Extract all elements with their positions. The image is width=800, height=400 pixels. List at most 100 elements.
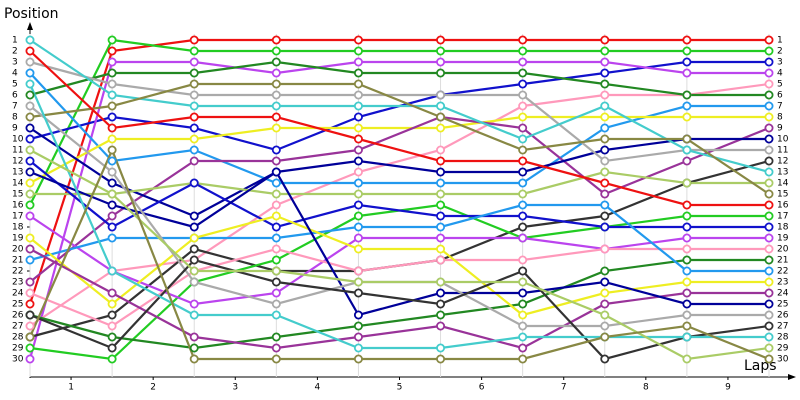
point <box>764 101 774 111</box>
point <box>107 178 117 188</box>
point <box>682 299 692 309</box>
point <box>25 134 35 144</box>
point <box>764 57 774 67</box>
point <box>353 46 363 56</box>
y-tick-label: 18 <box>12 223 24 233</box>
point <box>518 288 528 298</box>
point <box>271 200 281 210</box>
point <box>600 288 610 298</box>
point <box>107 299 117 309</box>
y-tick-label-right: 7 <box>777 102 783 112</box>
series-line <box>29 60 769 163</box>
point <box>107 343 117 353</box>
point <box>271 222 281 232</box>
point <box>600 277 610 287</box>
y-tick-label: 1 <box>12 36 18 46</box>
point <box>436 35 446 45</box>
point <box>600 332 610 342</box>
point <box>682 112 692 122</box>
point <box>189 255 199 265</box>
y-tick-label-right: 27 <box>777 322 788 332</box>
point <box>600 310 610 320</box>
y-tick-label-right: 11 <box>777 146 788 156</box>
point <box>764 112 774 122</box>
point <box>271 354 281 364</box>
y-tick-label: 10 <box>12 135 24 145</box>
point <box>764 167 774 177</box>
point <box>436 178 446 188</box>
point <box>353 112 363 122</box>
point <box>682 101 692 111</box>
point <box>518 101 528 111</box>
point <box>764 90 774 100</box>
y-tick-label: 30 <box>12 355 24 365</box>
point <box>107 211 117 221</box>
point <box>764 68 774 78</box>
point <box>107 156 117 166</box>
point <box>436 288 446 298</box>
series-line <box>29 82 770 195</box>
point <box>25 277 35 287</box>
point <box>189 134 199 144</box>
series-line <box>29 248 769 350</box>
point <box>353 200 363 210</box>
y-tick-label-right: 4 <box>777 69 783 79</box>
point <box>107 321 117 331</box>
x-tick-label: 9 <box>725 383 731 393</box>
x-tick-label: 2 <box>150 383 156 393</box>
point <box>271 35 281 45</box>
point <box>436 68 446 78</box>
point <box>189 222 199 232</box>
point <box>189 332 199 342</box>
point <box>25 233 35 243</box>
point <box>682 156 692 166</box>
point <box>353 101 363 111</box>
point <box>764 321 774 331</box>
y-tick-label-right: 6 <box>777 91 783 101</box>
point <box>682 90 692 100</box>
point <box>353 244 363 254</box>
point <box>436 244 446 254</box>
point <box>25 354 35 364</box>
point <box>25 321 35 331</box>
y-tick-label: 26 <box>12 311 24 321</box>
point <box>764 189 774 199</box>
point <box>600 112 610 122</box>
point <box>25 178 35 188</box>
point <box>518 200 528 210</box>
point <box>682 321 692 331</box>
point <box>518 167 528 177</box>
point <box>764 134 774 144</box>
y-tick-label-right: 14 <box>777 179 789 189</box>
point <box>518 134 528 144</box>
y-tick-label: 13 <box>12 168 23 178</box>
point <box>353 266 363 276</box>
point <box>353 90 363 100</box>
point <box>600 145 610 155</box>
series-line <box>29 214 769 317</box>
point <box>25 145 35 155</box>
y-tick-label-right: 16 <box>777 201 789 211</box>
point <box>189 79 199 89</box>
point <box>518 255 528 265</box>
point <box>600 200 610 210</box>
point <box>518 321 528 331</box>
series-line <box>29 247 769 328</box>
point <box>25 343 35 353</box>
series-line <box>29 39 770 174</box>
point <box>271 288 281 298</box>
x-tick-label: 5 <box>397 383 403 393</box>
point <box>25 35 35 45</box>
point <box>189 343 199 353</box>
point <box>353 156 363 166</box>
series-line <box>29 149 770 361</box>
point <box>764 343 774 353</box>
point <box>682 35 692 45</box>
y-tick-label-right: 29 <box>777 344 789 354</box>
point <box>764 123 774 133</box>
series-line <box>29 170 769 317</box>
point <box>436 211 446 221</box>
point <box>518 266 528 276</box>
point <box>764 222 774 232</box>
point <box>189 123 199 133</box>
